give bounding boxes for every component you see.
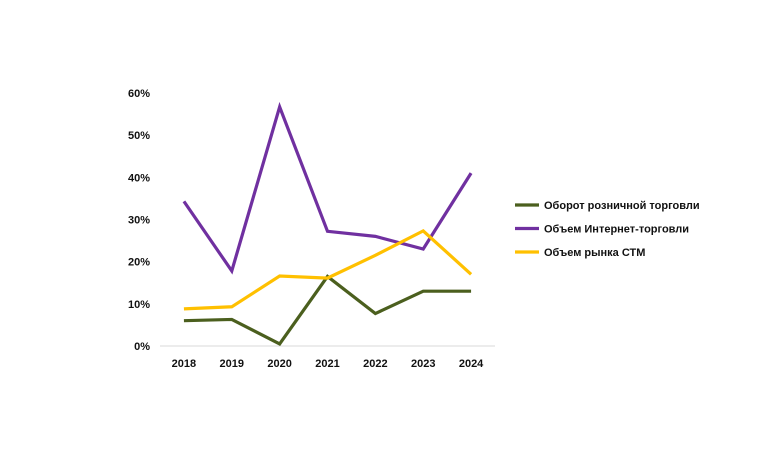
y-tick-label: 40% (128, 172, 150, 184)
legend: Оборот розничной торговли Объем Интернет-… (515, 200, 700, 259)
y-axis: 0% 10% 20% 30% 40% 50% 60% (128, 88, 150, 353)
y-tick-label: 60% (128, 88, 150, 100)
x-tick-label: 2021 (315, 358, 339, 370)
plot-series (182, 101, 473, 346)
legend-item: Объем рынка СТМ (515, 247, 645, 259)
series-line (183, 274, 472, 346)
x-tick-label: 2024 (459, 358, 484, 370)
legend-item: Оборот розничной торговли (515, 200, 700, 212)
y-tick-label: 10% (128, 299, 150, 311)
legend-item: Объем Интернет-торговли (515, 224, 689, 236)
series-group (182, 101, 473, 275)
y-tick-label: 20% (128, 257, 150, 269)
y-tick-label: 0% (134, 341, 150, 353)
series-line (182, 101, 473, 275)
series-group (183, 228, 473, 311)
x-tick-label: 2020 (267, 358, 291, 370)
legend-label: Оборот розничной торговли (544, 200, 700, 212)
legend-label: Объем рынка СТМ (544, 247, 645, 259)
legend-label: Объем Интернет-торговли (544, 224, 689, 236)
y-tick-label: 50% (128, 130, 150, 142)
series-group (183, 274, 472, 346)
x-tick-label: 2019 (220, 358, 244, 370)
x-tick-label: 2022 (363, 358, 387, 370)
x-tick-label: 2023 (411, 358, 435, 370)
y-tick-label: 30% (128, 215, 150, 227)
x-axis: 2018 2019 2020 2021 2022 2023 2024 (172, 358, 484, 370)
x-tick-label: 2018 (172, 358, 196, 370)
